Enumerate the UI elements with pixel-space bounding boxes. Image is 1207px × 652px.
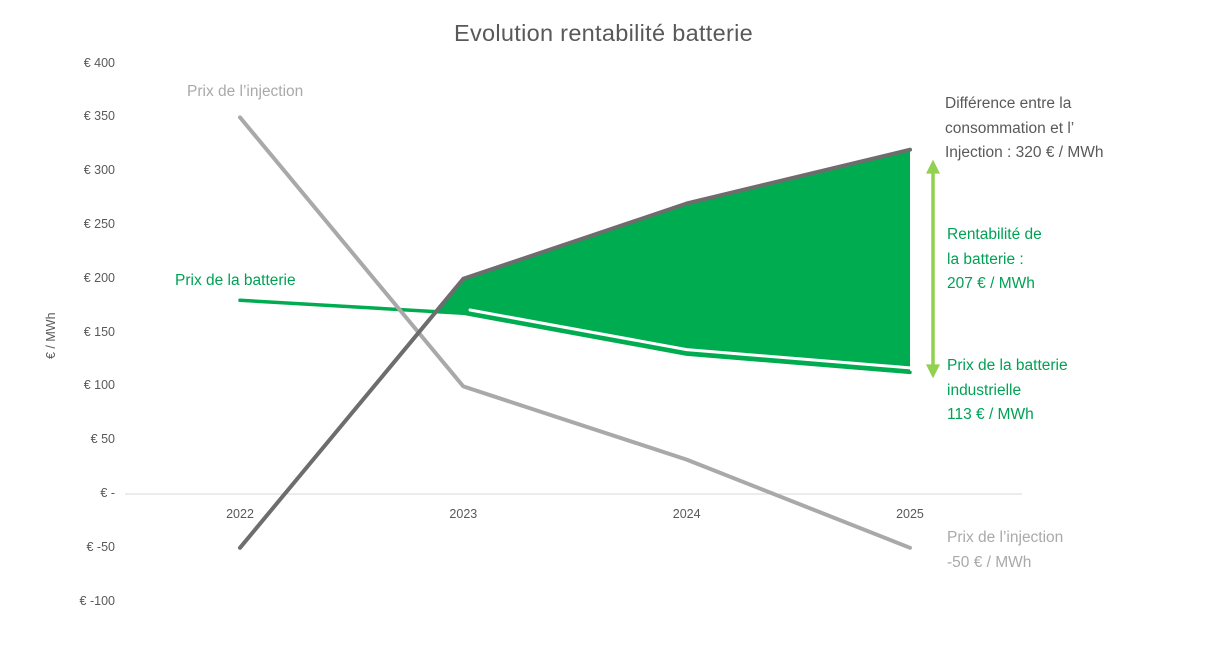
y-tick-label: € -50	[86, 539, 116, 554]
y-tick-label: € -	[100, 486, 115, 500]
arrow-up-icon	[926, 159, 940, 174]
rentabilite-double-arrow	[926, 159, 940, 379]
y-tick-label: € 400	[83, 55, 115, 70]
injection-price-line	[238, 115, 912, 550]
difference-line	[238, 147, 912, 550]
y-tick-label: € 150	[83, 324, 115, 339]
y-tick-label: € -100	[79, 593, 115, 608]
y-axis-unit-label: € / MWh	[44, 312, 58, 360]
y-tick-label: € 200	[83, 270, 115, 285]
y-tick-label: € 250	[83, 217, 115, 231]
annotation-batterie-industrielle: Prix de la batterie industrielle 113 € /…	[947, 357, 1068, 423]
y-tick-label: € 300	[83, 163, 115, 178]
arrow-down-icon	[926, 364, 940, 379]
injection-line-label: Prix de l’injection	[187, 83, 304, 100]
annotation-injection-final: Prix de l’injection -50 € / MWh	[947, 529, 1064, 571]
rentabilite-area-fill	[436, 149, 910, 373]
annotation-difference: Différence entre la consommation et l’ I…	[945, 95, 1104, 161]
chart-title: Evolution rentabilité batterie	[453, 20, 753, 46]
batterie-price-line	[238, 298, 912, 375]
y-tick-label: € 350	[83, 109, 115, 124]
x-tick-label: 2023	[449, 507, 478, 521]
y-tick-label: € 50	[90, 432, 115, 447]
annotation-rentabilite: Rentabilité de la batterie : 207 € / MWh	[947, 226, 1042, 292]
x-tick-label: 2025	[896, 507, 924, 521]
batterie-line-label: Prix de la batterie	[175, 272, 296, 289]
x-tick-label: 2024	[672, 507, 701, 521]
area-bottom-separator	[468, 308, 912, 370]
y-tick-label: € 100	[83, 378, 115, 393]
x-tick-label: 2022	[226, 507, 254, 521]
